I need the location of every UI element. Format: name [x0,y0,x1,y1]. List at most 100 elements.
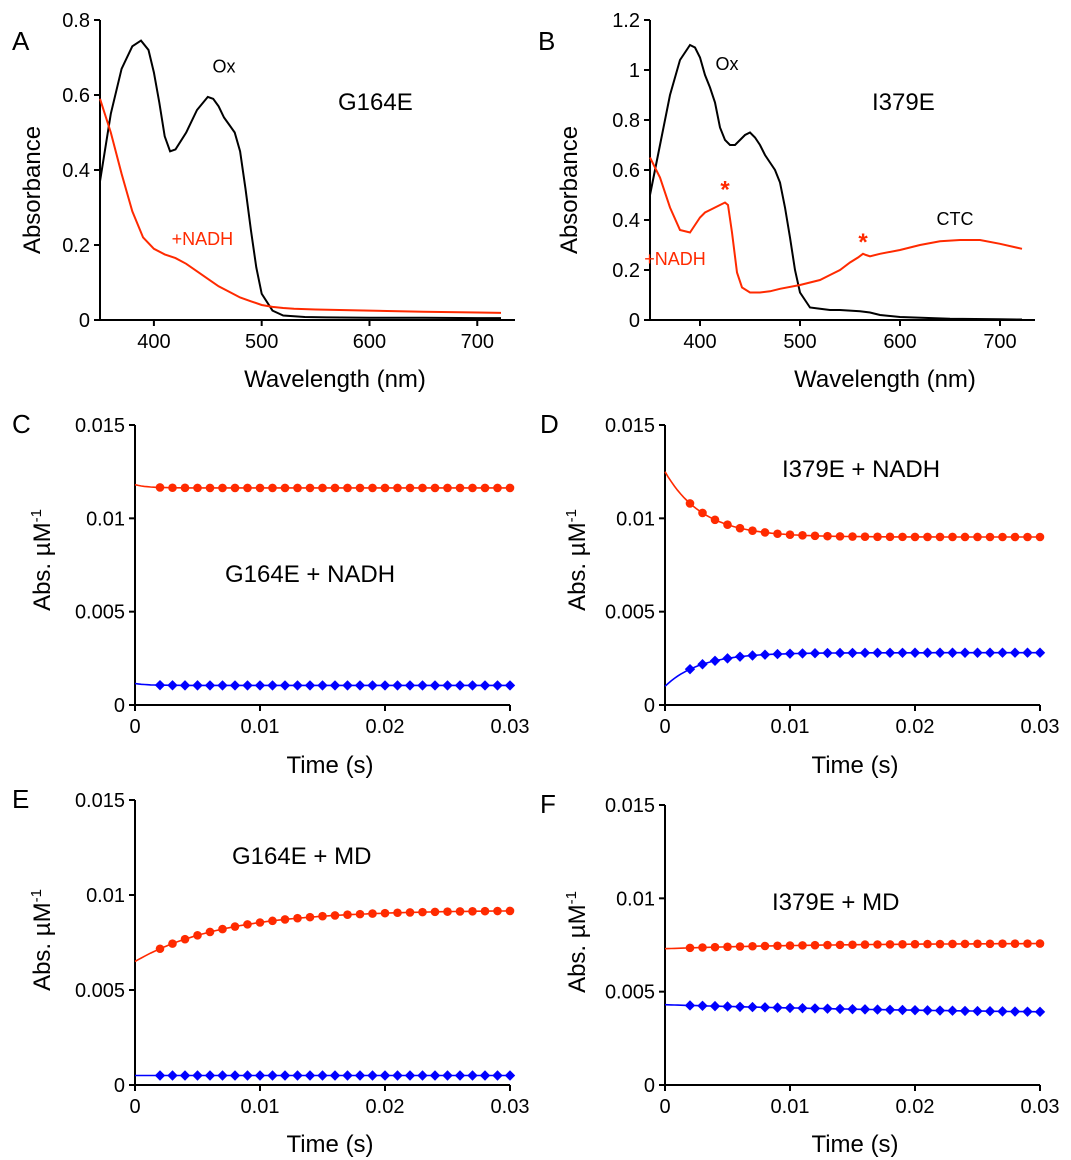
data-point [430,680,440,690]
data-point [317,1070,327,1080]
data-point [772,1002,782,1012]
data-point [380,1070,390,1080]
data-point [698,943,707,952]
data-point [847,648,857,658]
data-point [393,908,402,917]
x-axis-title: Time (s) [811,1131,898,1158]
y-tick-label: 0.2 [62,235,90,257]
panel-c: C00.0050.010.0150 0.01 0.02 0.03Time (s)Abs… [12,409,529,779]
data-point [442,680,452,690]
data-point [330,1070,340,1080]
data-point [230,680,240,690]
y-tick-label: 0 [114,1075,125,1097]
data-point [997,1006,1007,1016]
data-point [468,484,477,493]
x-axis-title: Wavelength (nm) [244,366,426,393]
y-tick-label: 0 [114,695,125,717]
data-point [1011,533,1020,542]
series-line-ox [100,41,501,319]
data-point [506,484,515,493]
data-point [155,680,165,690]
x-axis-title: Time (s) [811,752,898,779]
data-point [710,656,720,666]
x-tick-label: 0.03 [491,1096,530,1118]
x-tick-label: 0.01 [771,716,810,738]
data-point [923,533,932,542]
data-point [861,940,870,949]
data-point [897,648,907,658]
data-point [1035,1007,1045,1017]
data-point [860,1004,870,1014]
data-point [331,911,340,920]
data-point [1023,939,1032,948]
data-point [711,943,720,952]
x-tick-label: 0.03 [1021,1096,1060,1118]
data-point [898,533,907,542]
data-point [480,1070,490,1080]
data-point [810,1003,820,1013]
x-tick-label: 700 [461,331,494,353]
series-annotation: Ox [212,57,235,77]
data-point [506,907,515,916]
x-tick-label: 0.01 [771,1096,810,1118]
data-point [911,533,920,542]
y-tick-label: 0.005 [605,982,655,1004]
y-axis-title: Abs. µM-1 [563,509,591,611]
data-point [330,680,340,690]
data-point [960,648,970,658]
data-point [418,908,427,917]
series-annotation: CTC [937,209,974,229]
data-point [910,648,920,658]
data-point [231,484,240,493]
data-point [318,484,327,493]
data-point [761,528,770,537]
data-point [773,941,782,950]
data-point [205,680,215,690]
data-point [797,1003,807,1013]
data-point [468,907,477,916]
data-point [697,1001,707,1011]
data-point [761,942,770,951]
data-point [848,532,857,541]
data-point [381,909,390,918]
y-axis-title: Abs. µM-1 [28,509,56,611]
data-point [255,680,265,690]
x-tick-label: 0 [129,716,140,738]
data-point [948,940,957,949]
data-point [885,648,895,658]
data-point [811,532,820,541]
y-tick-label: 0.005 [75,602,125,624]
data-point [961,533,970,542]
x-tick-label: 0.02 [896,1096,935,1118]
y-tick-label: 0 [79,310,90,332]
data-point [305,1070,315,1080]
data-point [1022,648,1032,658]
y-tick-label: 0 [629,310,640,332]
series-annotation: Ox [715,54,738,74]
data-point [381,484,390,493]
data-point [1022,1006,1032,1016]
data-point [861,532,870,541]
data-point [256,484,265,493]
data-point [155,1070,165,1080]
data-point [181,484,190,493]
data-point [910,1005,920,1015]
data-point [331,484,340,493]
y-axis-title: Abs. µM-1 [563,891,591,993]
data-point [218,925,227,934]
data-point [797,648,807,658]
data-point [455,1070,465,1080]
data-point [686,499,695,508]
x-tick-label: 0 [659,1096,670,1118]
panel-title: I379E + MD [772,889,899,916]
data-point [180,680,190,690]
data-point [205,1070,215,1080]
data-point [343,484,352,493]
peak-asterisk: * [720,177,730,204]
data-point [723,943,732,952]
data-point [760,649,770,659]
data-point [430,1070,440,1080]
data-point [156,483,165,492]
data-point [947,648,957,658]
data-point [1023,533,1032,542]
